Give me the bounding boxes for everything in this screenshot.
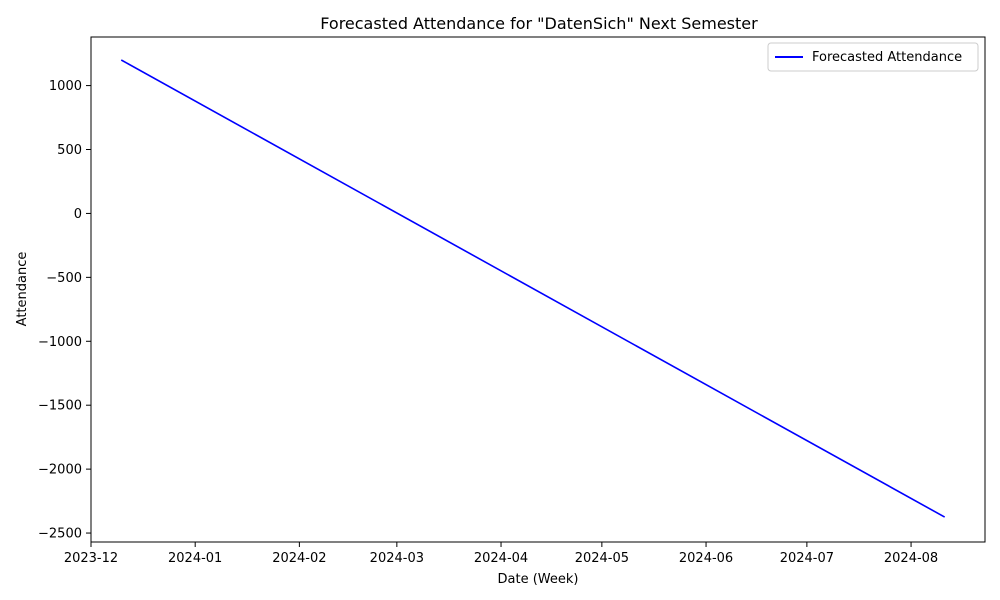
x-tick-label: 2024-02: [272, 551, 326, 566]
plot-area: [90, 36, 986, 543]
x-axis-title: Date (Week): [498, 572, 579, 587]
x-tick-label: 2024-07: [780, 551, 834, 566]
x-tick-label: 2024-06: [679, 551, 733, 566]
y-tick-label: −2000: [38, 463, 82, 478]
y-tick-label: 1000: [49, 79, 82, 94]
y-axis-title: Attendance: [15, 252, 30, 327]
y-tick-label: 0: [74, 207, 82, 222]
x-axis: 2023-12 2024-01 2024-02 2024-03 2024-04 2024-…: [64, 542, 938, 566]
plot-frame: [90, 36, 986, 543]
y-tick-label: −500: [46, 271, 82, 286]
x-tick-label: 2024-08: [884, 551, 938, 566]
x-tick-label: 2024-01: [168, 551, 222, 566]
y-tick-label: 500: [57, 143, 82, 158]
x-tick-label: 2024-05: [575, 551, 629, 566]
legend-label: Forecasted Attendance: [812, 50, 962, 65]
series-line-0: [120, 59, 946, 518]
x-tick-label: 2024-03: [370, 551, 424, 566]
y-tick-label: −1500: [38, 399, 82, 414]
x-tick-label: 2024-04: [474, 551, 528, 566]
y-tick-label: −2500: [38, 527, 82, 542]
legend-box: [767, 42, 979, 72]
y-tick-label: −1000: [38, 335, 82, 350]
legend: Forecasted Attendance: [767, 42, 979, 72]
chart-title: Forecasted Attendance for "DatenSich" Ne…: [320, 14, 758, 33]
x-tick-label: 2023-12: [64, 551, 118, 566]
y-axis: 1000 500 0 −500 −1000 −1500 −2000 −2500: [38, 79, 91, 542]
